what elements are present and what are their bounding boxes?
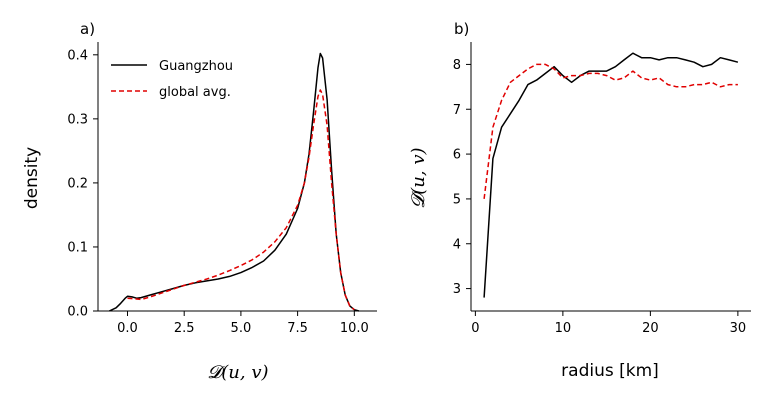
x-tick-label: 7.5: [287, 321, 308, 336]
y-tick-label: 6: [453, 148, 461, 163]
y-tick-label: 0.1: [67, 240, 88, 255]
y-tick-label: 4: [453, 237, 461, 252]
x-tick-label: 20: [642, 321, 659, 336]
x-tick-label: 10.0: [340, 321, 369, 336]
x-tick-label: 2.5: [174, 321, 195, 336]
y-tick-label: 0.2: [67, 176, 88, 191]
panel-a-y-axis-label: density: [22, 147, 42, 209]
x-tick-label: 5.0: [231, 321, 252, 336]
x-tick-label: 0: [471, 321, 479, 336]
panel-b-x-axis-label: radius [km]: [561, 361, 659, 381]
panel-a-label: a): [80, 20, 95, 38]
legend-label-guangzhou: Guangzhou: [159, 59, 233, 74]
y-tick-label: 0.3: [67, 112, 88, 127]
panel-a: a) 0.0 2.5 5.0 7.5 10.0 0.0 0.1 0.2 0.3 0.4 𝓓(u,…: [22, 20, 377, 383]
panel-b: b) 0 10 20 30 3 4 5 6 7 8 radius [km] 𝓓(u, v): [408, 20, 751, 381]
panel-a-plot-area: [108, 52, 360, 312]
panel-b-y-axis-label: 𝓓(u, v): [408, 147, 429, 208]
y-tick-label: 8: [453, 58, 461, 73]
series-line-guangzhou: [483, 52, 739, 298]
legend-label-global: global avg.: [159, 85, 231, 100]
x-tick-label: 10: [555, 321, 572, 336]
y-tick-label: 3: [453, 282, 461, 297]
panel-a-x-axis-label: 𝓓(u, v): [207, 362, 268, 383]
panel-b-x-ticks: 0 10 20 30: [471, 311, 746, 336]
y-tick-label: 0.0: [67, 305, 88, 320]
series-line-guangzhou: [108, 52, 360, 312]
panel-b-plot-area: [483, 52, 739, 298]
x-tick-label: 0.0: [117, 321, 138, 336]
panel-b-y-ticks: 3 4 5 6 7 8: [453, 58, 471, 297]
series-line-global-avg: [127, 89, 355, 311]
y-tick-label: 0.4: [67, 48, 88, 63]
y-tick-label: 5: [453, 192, 461, 207]
y-tick-label: 7: [453, 103, 461, 118]
panel-a-x-ticks: 0.0 2.5 5.0 7.5 10.0: [117, 311, 369, 336]
legend: Guangzhou global avg.: [111, 59, 233, 100]
x-tick-label: 30: [730, 321, 747, 336]
panel-b-label: b): [454, 20, 469, 38]
series-line-global-avg: [483, 63, 738, 199]
panel-a-y-ticks: 0.0 0.1 0.2 0.3 0.4: [67, 48, 98, 320]
